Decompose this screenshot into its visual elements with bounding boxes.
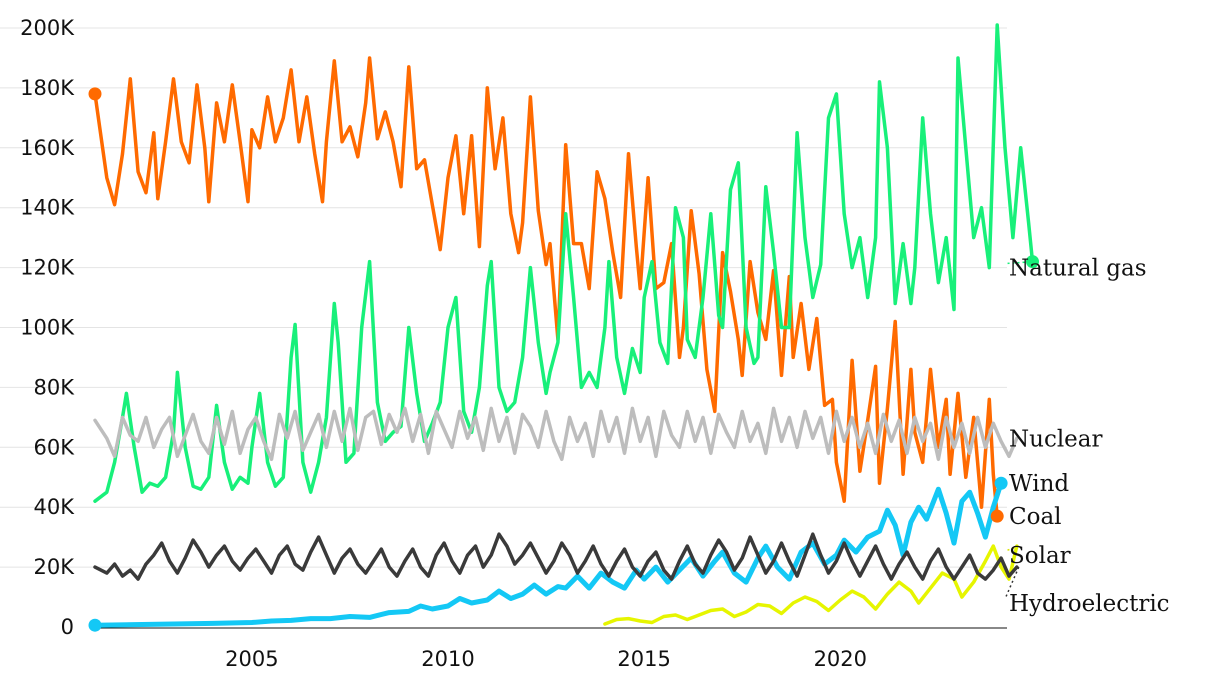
end-marker-wind (994, 476, 1008, 490)
series-line-hydroelectric (93, 532, 1019, 581)
series-label-coal: Coal (1009, 504, 1062, 530)
y-tick-label: 40K (34, 495, 76, 519)
series-label-solar: Solar (1009, 543, 1071, 569)
start-marker-wind (88, 618, 102, 632)
series-label-wind: Wind (1009, 471, 1069, 497)
y-tick-label: 60K (34, 435, 76, 459)
series-labels: Coal Natural gas Nuclear Wind Solar Hydroelec… (1004, 256, 1170, 617)
gridlines (0, 27, 1007, 568)
series-lines (92, 23, 1035, 628)
leader-line-hydroelectric (1004, 566, 1020, 600)
series-label-hydroelectric: Hydroelectric (1009, 591, 1170, 617)
start-marker-coal (88, 87, 102, 101)
y-tick-label: 80K (34, 375, 76, 399)
series-label-nuclear: Nuclear (1009, 426, 1103, 452)
series-line-wind (92, 480, 1004, 628)
x-tick-label: 2020 (814, 647, 867, 671)
x-tick-label: 2005 (225, 647, 278, 671)
y-tick-label: 140K (20, 196, 75, 220)
y-axis-ticks: 0 20K 40K 60K 80K 100K 120K 140K 160K 180K 200K (20, 16, 75, 639)
series-line-natural_gas (93, 23, 1035, 503)
series-label-natural_gas: Natural gas (1009, 256, 1147, 282)
y-tick-label: 180K (20, 76, 75, 100)
series-line-nuclear (93, 406, 1019, 462)
x-tick-label: 2010 (421, 647, 474, 671)
y-tick-label: 20K (34, 555, 76, 579)
y-tick-label: 160K (20, 136, 75, 160)
x-tick-label: 2015 (617, 647, 670, 671)
end-marker-coal (990, 509, 1004, 523)
series-line-coal (93, 56, 999, 518)
x-axis-ticks: 2005 2010 2015 2020 (225, 647, 867, 671)
series-line-solar (603, 544, 1019, 626)
y-tick-label: 120K (20, 256, 75, 280)
y-tick-label: 100K (20, 316, 75, 340)
y-tick-label: 200K (20, 16, 75, 40)
y-tick-label: 0 (61, 615, 74, 639)
